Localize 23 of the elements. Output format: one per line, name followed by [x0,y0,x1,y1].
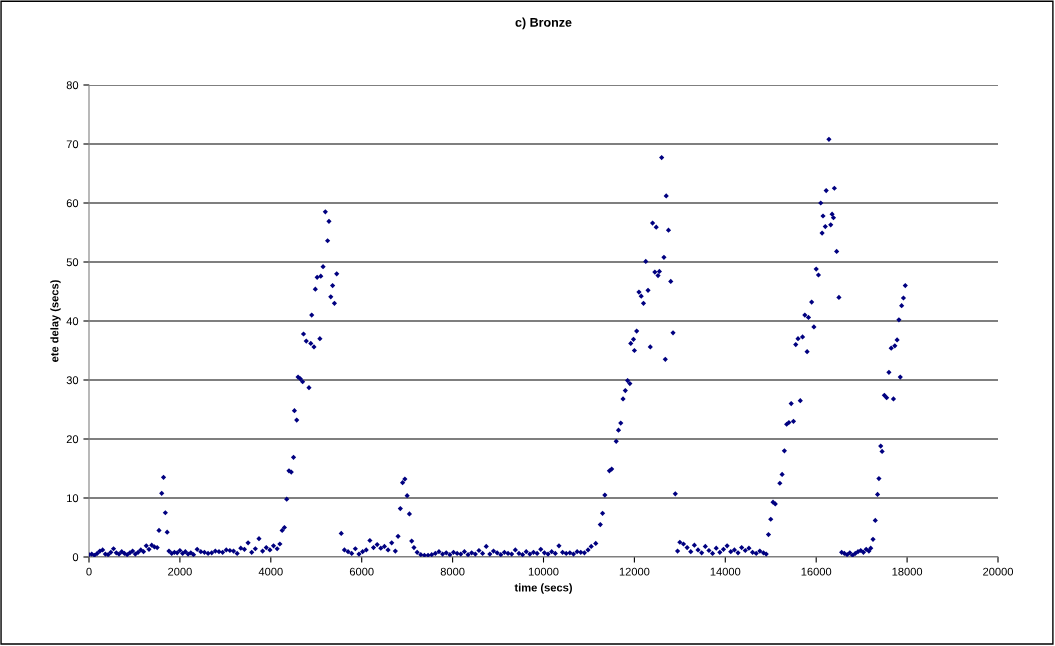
y-tick-label: 0 [72,553,79,562]
y-tick-label: 30 [66,376,79,385]
y-tick-label: 20 [66,435,79,444]
y-tick-label: 10 [67,494,79,503]
y-tick-label: 80 [66,81,79,90]
y-tick-label: 40 [66,317,79,326]
y-tick-label: 50 [66,258,79,267]
chart-title: c) Bronze [515,17,572,30]
x-tick-label: 20000 [983,567,1014,576]
x-tick-label: 14000 [710,567,741,576]
y-tick-label: 70 [66,140,79,149]
x-tick-label: 12000 [619,567,650,576]
x-tick-label: 8000 [440,567,465,576]
y-tick-label: 60 [66,199,79,208]
x-tick-label: 4000 [258,567,283,576]
x-tick-label: 10000 [528,567,559,576]
x-tick-label: 6000 [349,567,374,576]
x-tick-label: 18000 [892,567,923,576]
x-tick-label: 16000 [801,567,832,576]
y-axis-title: ete delay (secs) [50,280,61,362]
x-tick-label: 0 [86,567,92,576]
x-tick-label: 2000 [168,567,192,576]
x-axis-title: time (secs) [514,583,572,594]
